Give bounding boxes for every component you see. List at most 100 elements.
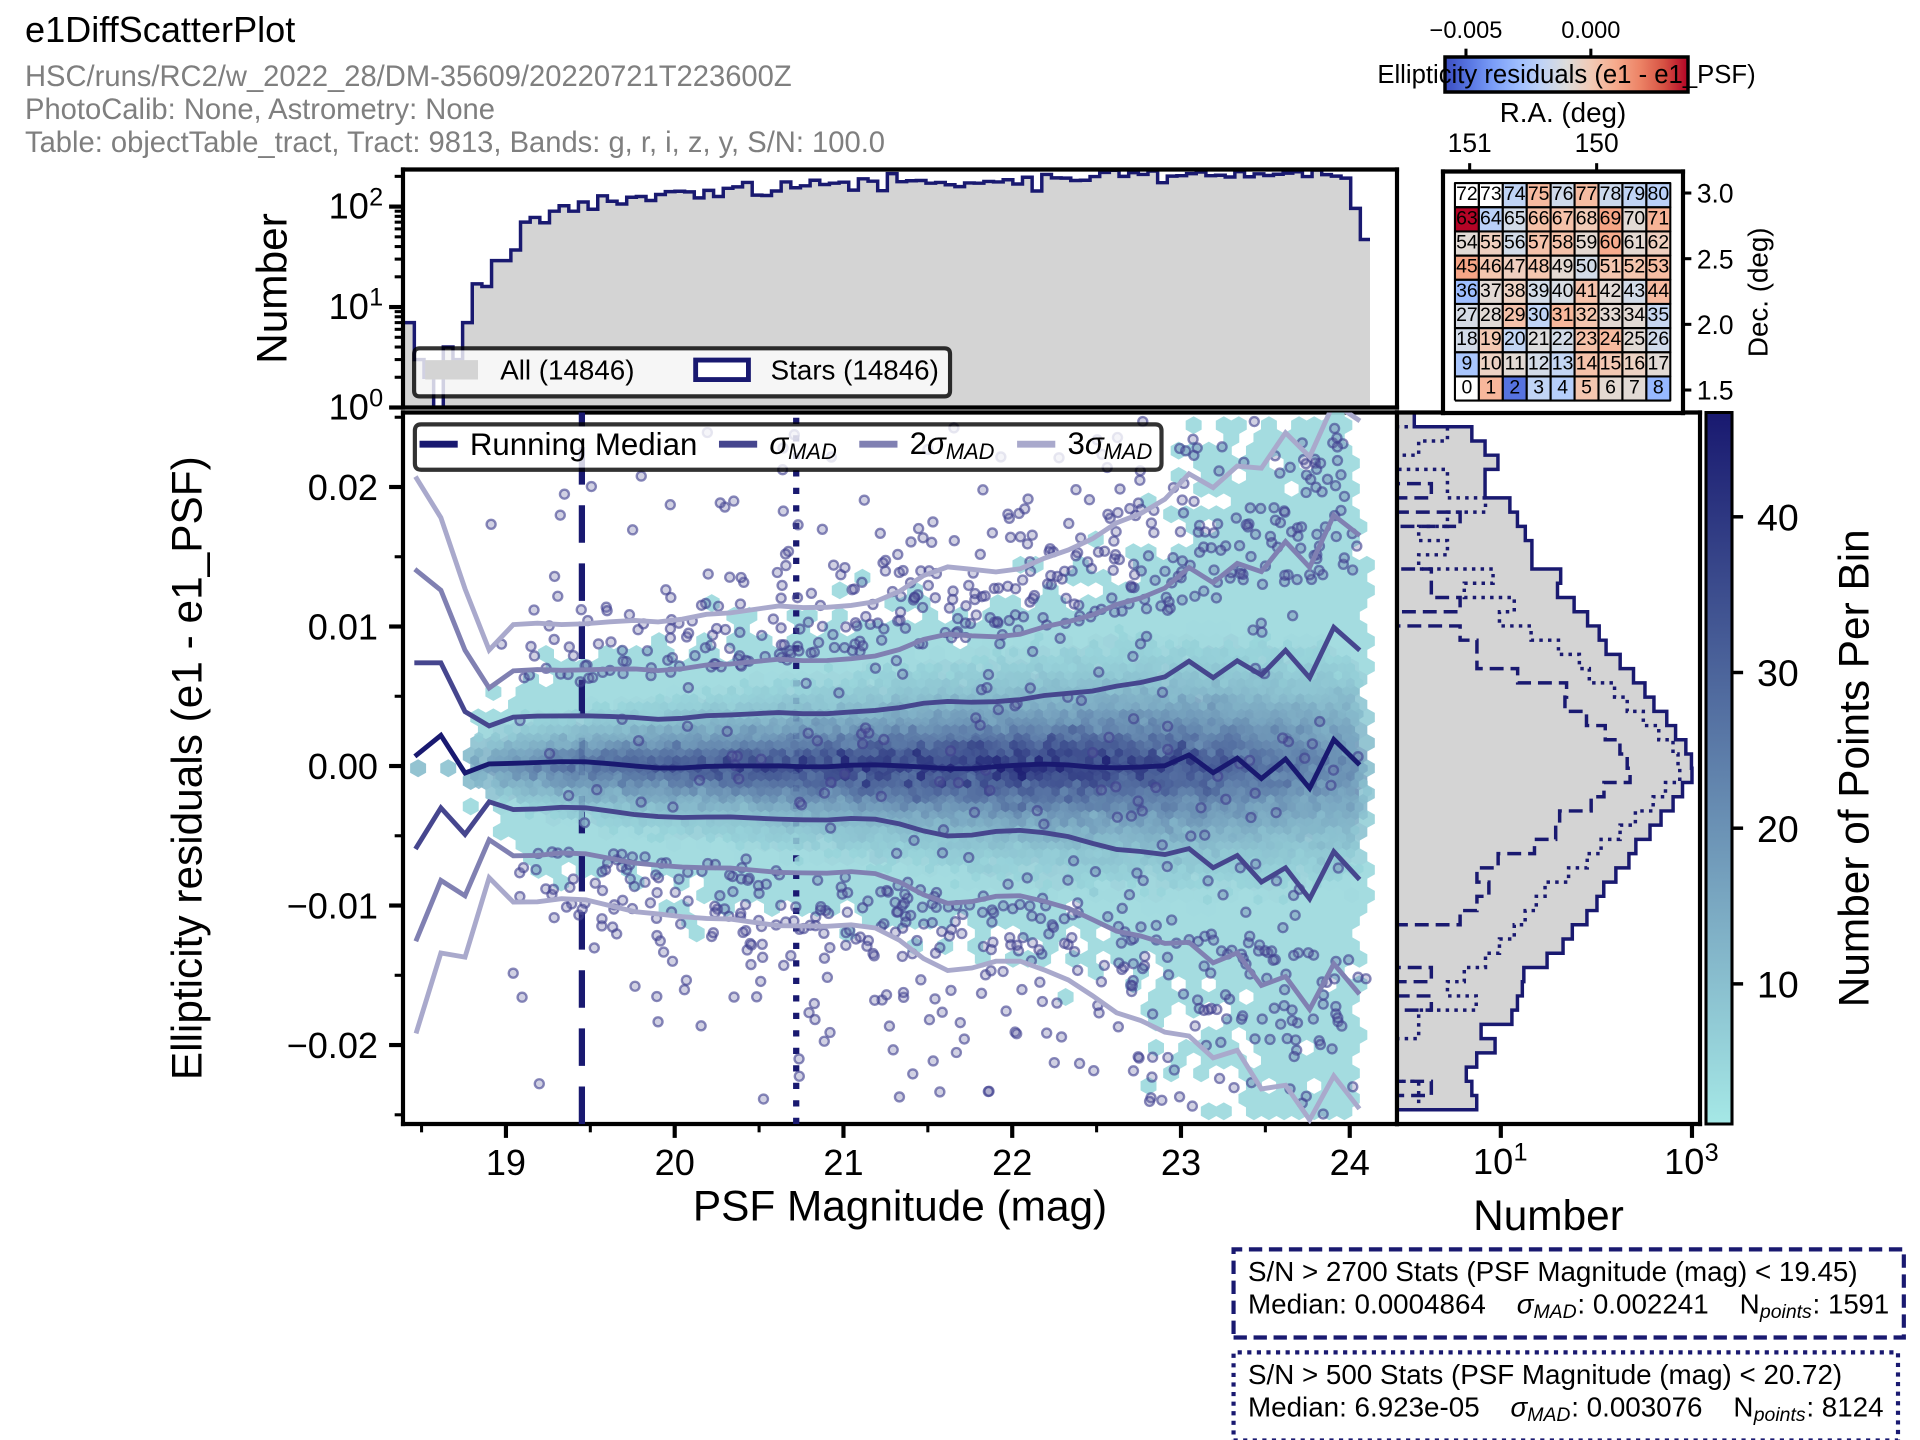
svg-text:Ellipticity residuals (e1 - e1: Ellipticity residuals (e1 - e1_PSF): [1377, 61, 1755, 89]
svg-text:1 0 1: 1 0 1: [329, 284, 384, 327]
svg-text:45: 45: [1456, 256, 1478, 278]
svg-text:61: 61: [1624, 231, 1646, 253]
svg-text:1: 1: [1485, 376, 1496, 398]
svg-text:80: 80: [1648, 183, 1670, 205]
svg-text:1.5: 1.5: [1697, 376, 1734, 406]
svg-text:59: 59: [1576, 231, 1598, 253]
svg-text:HSC/runs/RC2/w_2022_28/DM-3560: HSC/runs/RC2/w_2022_28/DM-35609/20220721…: [25, 61, 792, 93]
svg-text:23: 23: [1576, 328, 1598, 350]
svg-text:−0.02: −0.02: [287, 1025, 378, 1066]
svg-text:13: 13: [1552, 352, 1574, 374]
svg-text:66: 66: [1528, 207, 1550, 229]
svg-text:67: 67: [1552, 207, 1574, 229]
svg-text:σ M A D: σ M A D: [769, 426, 837, 464]
svg-text:2.0: 2.0: [1697, 310, 1734, 340]
svg-text:Table: objectTable_tract, Trac: Table: objectTable_tract, Tract: 9813, B…: [25, 127, 885, 159]
svg-text:150: 150: [1575, 128, 1619, 158]
svg-text:7: 7: [1629, 376, 1640, 398]
svg-text:1 0 1: 1 0 1: [1473, 1139, 1528, 1182]
svg-text:46: 46: [1480, 256, 1502, 278]
svg-text:73: 73: [1480, 183, 1502, 205]
svg-text:16: 16: [1624, 352, 1646, 374]
svg-text:44: 44: [1648, 280, 1670, 302]
svg-text:17: 17: [1648, 352, 1670, 374]
svg-text:0: 0: [1461, 376, 1472, 398]
svg-text:65: 65: [1504, 207, 1526, 229]
svg-text:55: 55: [1480, 231, 1502, 253]
svg-text:54: 54: [1456, 231, 1478, 253]
svg-text:36: 36: [1456, 280, 1478, 302]
svg-text:PhotoCalib: None, Astrometry:: PhotoCalib: None, Astrometry: None: [25, 94, 495, 126]
svg-text:0.01: 0.01: [308, 607, 378, 648]
svg-text:Number: Number: [1473, 1192, 1624, 1239]
svg-text:24: 24: [1330, 1142, 1370, 1183]
svg-text:33: 33: [1600, 304, 1622, 326]
svg-text:15: 15: [1600, 352, 1622, 374]
svg-text:63: 63: [1456, 207, 1478, 229]
svg-text:2 σ M A: 2 σ M A D: [910, 426, 995, 464]
svg-text:58: 58: [1552, 231, 1574, 253]
svg-text:−0.005: −0.005: [1430, 18, 1503, 44]
svg-text:57: 57: [1528, 231, 1550, 253]
svg-text:0.02: 0.02: [308, 467, 378, 508]
svg-text:e1DiffScatterPlot: e1DiffScatterPlot: [25, 9, 295, 50]
svg-text:12: 12: [1528, 352, 1550, 374]
svg-text:20: 20: [1504, 328, 1526, 350]
svg-text:Stars (14846): Stars (14846): [771, 355, 939, 386]
svg-text:151: 151: [1448, 128, 1492, 158]
svg-text:51: 51: [1600, 256, 1622, 278]
svg-text:74: 74: [1504, 183, 1526, 205]
svg-text:29: 29: [1504, 304, 1526, 326]
svg-text:0.000: 0.000: [1561, 18, 1620, 44]
svg-text:22: 22: [992, 1142, 1032, 1183]
svg-text:38: 38: [1504, 280, 1526, 302]
svg-text:8: 8: [1653, 376, 1664, 398]
svg-text:68: 68: [1576, 207, 1598, 229]
svg-text:5: 5: [1581, 376, 1592, 398]
svg-text:35: 35: [1648, 304, 1670, 326]
svg-text:48: 48: [1528, 256, 1550, 278]
svg-text:3 σ M A: 3 σ M A D: [1067, 426, 1152, 464]
svg-text:M e d i a: M e d i a n : 6 . 9 2 3 e - 0 5 : 0 . 0 …: [1248, 1392, 1890, 1426]
svg-text:10: 10: [1757, 963, 1799, 1005]
svg-text:20: 20: [1757, 808, 1799, 850]
svg-text:18: 18: [1456, 328, 1478, 350]
svg-text:24: 24: [1600, 328, 1622, 350]
svg-text:69: 69: [1600, 207, 1622, 229]
svg-text:0.00: 0.00: [308, 746, 378, 787]
svg-text:1 0 2: 1 0 2: [329, 183, 384, 226]
svg-text:Ellipticity residuals (e1 - e1: Ellipticity residuals (e1 - e1_PSF): [163, 456, 210, 1080]
svg-text:62: 62: [1648, 231, 1670, 253]
svg-text:19: 19: [1480, 328, 1502, 350]
svg-text:56: 56: [1504, 231, 1526, 253]
svg-text:22: 22: [1552, 328, 1574, 350]
svg-text:39: 39: [1528, 280, 1550, 302]
svg-text:47: 47: [1504, 256, 1526, 278]
svg-text:Number: Number: [249, 213, 296, 364]
svg-text:30: 30: [1528, 304, 1550, 326]
svg-text:20: 20: [655, 1142, 695, 1183]
svg-text:37: 37: [1480, 280, 1502, 302]
svg-text:23: 23: [1161, 1142, 1201, 1183]
svg-text:21: 21: [823, 1142, 863, 1183]
svg-text:42: 42: [1600, 280, 1622, 302]
svg-text:19: 19: [486, 1142, 526, 1183]
svg-text:30: 30: [1757, 652, 1799, 694]
svg-text:All (14846): All (14846): [500, 355, 634, 386]
svg-text:9: 9: [1461, 352, 1472, 374]
svg-text:79: 79: [1624, 183, 1646, 205]
svg-text:10: 10: [1480, 352, 1502, 374]
svg-text:11: 11: [1505, 352, 1525, 374]
svg-text:R.A. (deg): R.A. (deg): [1500, 97, 1627, 128]
svg-text:70: 70: [1624, 207, 1646, 229]
svg-text:53: 53: [1648, 256, 1670, 278]
svg-text:32: 32: [1576, 304, 1598, 326]
svg-text:−0.01: −0.01: [287, 886, 378, 927]
svg-text:41: 41: [1576, 280, 1598, 302]
svg-text:78: 78: [1600, 183, 1622, 205]
svg-text:PSF Magnitude (mag): PSF Magnitude (mag): [693, 1182, 1107, 1229]
svg-text:6: 6: [1605, 376, 1616, 398]
svg-text:77: 77: [1576, 183, 1598, 205]
svg-text:Number of Points Per Bin: Number of Points Per Bin: [1830, 529, 1877, 1007]
svg-text:76: 76: [1552, 183, 1574, 205]
